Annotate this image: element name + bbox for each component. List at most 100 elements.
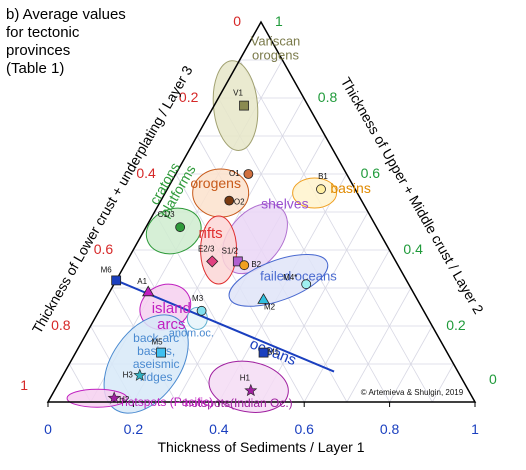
point-label: M5 (152, 338, 164, 347)
data-points: V1 O1 O2 C1/3 B1 E2/3 S1/2 B2 A1 M3 M4* M2 M1 M5 H3 H1 H… (101, 89, 329, 405)
field-label-line: basins (330, 180, 370, 196)
bottom-tick-label: 0 (44, 421, 52, 437)
field-label: hotspots(Indian Oc.) (185, 396, 293, 410)
point-b2: B2 (239, 260, 262, 271)
point-marker (316, 184, 326, 195)
point-marker (156, 347, 166, 358)
right-tick-label: 0.4 (403, 241, 423, 257)
point-marker (196, 305, 207, 316)
point-label: A1 (137, 277, 147, 286)
point-label: V1 (233, 89, 243, 98)
point-h2: H2 (107, 391, 130, 404)
right-tick-label: 0.6 (361, 165, 381, 181)
point-marker (111, 275, 122, 286)
field-label: Variscan orogens (251, 34, 301, 63)
field-label-line: back-arc (133, 331, 179, 345)
point-c13: C1/3 (158, 210, 186, 233)
point-h1: H1 (240, 374, 258, 397)
point-m5: M5 (152, 338, 166, 358)
field-label-line: anom.oc. (169, 327, 214, 339)
field-label-line: Variscan (251, 34, 301, 49)
field-label: orogens (190, 175, 241, 191)
left-tick-label: 1 (20, 377, 28, 393)
left-tick-label: 0.6 (94, 241, 114, 257)
point-marker (133, 368, 147, 381)
field-ellipse (212, 60, 259, 151)
point-label: C1/3 (158, 210, 175, 219)
grid-line (303, 249, 390, 403)
left-tick-label: 0.2 (179, 89, 199, 105)
bottom-tick-label: 1 (471, 421, 479, 437)
point-marker (257, 293, 270, 304)
credit-text: © Artemieva & Shulgin, 2019 (361, 388, 464, 397)
grid-line (389, 325, 433, 403)
field-ellipse (200, 215, 238, 285)
point-marker (258, 347, 269, 358)
point-label: M2 (264, 302, 276, 311)
grid-line (431, 363, 454, 403)
field-label: rifts (199, 225, 223, 242)
field-ellipse (208, 360, 289, 413)
panel-title-line-3: provinces (6, 42, 71, 59)
field-label-line: orogens (252, 48, 299, 63)
field-ellipse (145, 207, 202, 255)
field-label-line: ridges (140, 370, 173, 384)
point-marker (301, 279, 312, 290)
bottom-axis-title: Thickness of Sediments / Layer 1 (158, 439, 365, 455)
field-label-line: failed oceans (260, 268, 337, 283)
point-marker (142, 285, 155, 297)
field-label-line: shelves (261, 196, 308, 212)
point-h3: H3 (123, 368, 147, 381)
field-label: anom.oc. (169, 327, 214, 339)
field-label: back-arc basins, aseismic ridges (133, 331, 180, 384)
right-tick-label: 1 (275, 13, 283, 29)
point-label: H2 (119, 395, 130, 404)
point-label: M3 (192, 294, 204, 303)
field-label-line: hotspots(Indian Oc.) (185, 396, 293, 410)
field-label-line: aseismic (133, 357, 180, 371)
point-a1: A1 (137, 277, 155, 297)
point-m6: M6 (101, 265, 122, 286)
grid-line (239, 59, 433, 403)
field-ellipse (103, 314, 189, 414)
field-label: shelves (261, 196, 308, 212)
point-b1: B1 (316, 172, 328, 195)
field-ellipse (228, 254, 329, 307)
grid-line (261, 211, 369, 403)
field-label: basins (330, 180, 370, 196)
point-label: B1 (318, 172, 328, 181)
grid-line (346, 287, 412, 403)
right-tick-label: 0 (489, 371, 497, 387)
bottom-tick-label: 0.6 (294, 421, 314, 437)
point-label: O1 (229, 169, 240, 178)
point-label: H3 (123, 370, 134, 379)
point-marker (243, 169, 254, 179)
right-tick-label: 0.8 (318, 89, 338, 105)
field-label: hotspots (Pacific) (121, 395, 213, 409)
field-label-line: arcs (157, 316, 185, 333)
bottom-tick-label: 0.8 (380, 421, 400, 437)
axis-ticks: 0 0.2 0.4 0.6 0.8 1 1 0.8 0.6 0.4 0.2 0 0 0.2 0.4 0.6 0.… (20, 13, 497, 437)
point-marker (239, 100, 249, 111)
panel-title: b) Average values for tectonic provinces… (6, 6, 126, 78)
field-label-line: hotspots (Pacific) (121, 395, 213, 409)
panel-title-line-4: (Table 1) (6, 60, 65, 77)
right-tick-label: 0.2 (446, 317, 466, 333)
point-o1: O1 (229, 169, 254, 179)
point-label: B2 (251, 260, 261, 269)
point-m3: M3 (192, 294, 207, 316)
point-marker (239, 260, 250, 271)
point-marker (224, 195, 235, 206)
point-o2: O2 (224, 195, 245, 207)
point-e23: E2/3 (198, 244, 219, 268)
point-label: S1/2 (222, 246, 239, 255)
field-ellipses (66, 60, 338, 414)
field-ellipse (292, 177, 338, 209)
point-label: M1 (268, 348, 280, 357)
point-m2: M2 (257, 293, 276, 311)
field-label: island arcs (152, 300, 191, 333)
panel-title-line-2: for tectonic (6, 24, 80, 41)
point-marker (206, 255, 219, 268)
